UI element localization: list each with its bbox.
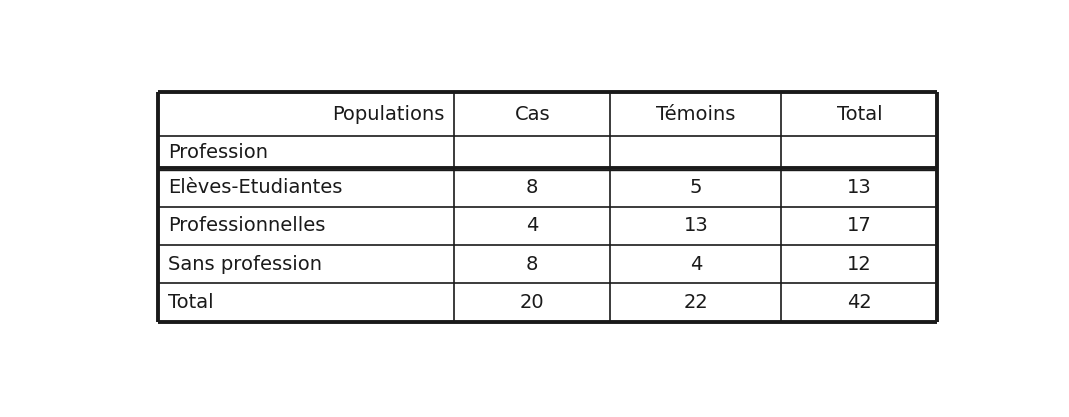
Text: 13: 13 xyxy=(683,216,708,236)
Text: 8: 8 xyxy=(526,178,539,197)
Text: 20: 20 xyxy=(520,293,544,312)
Text: Sans profession: Sans profession xyxy=(169,255,323,274)
Text: Total: Total xyxy=(169,293,214,312)
Text: Cas: Cas xyxy=(514,105,551,123)
Text: 12: 12 xyxy=(847,255,871,274)
Text: Professionnelles: Professionnelles xyxy=(169,216,326,236)
Text: 8: 8 xyxy=(526,255,539,274)
Text: 4: 4 xyxy=(690,255,702,274)
Text: Populations: Populations xyxy=(332,105,445,123)
Text: Profession: Profession xyxy=(169,143,268,162)
Text: Témoins: Témoins xyxy=(656,105,735,123)
Text: 13: 13 xyxy=(847,178,871,197)
Text: 22: 22 xyxy=(683,293,708,312)
Text: 4: 4 xyxy=(526,216,539,236)
Text: 42: 42 xyxy=(847,293,871,312)
Text: 5: 5 xyxy=(690,178,702,197)
Text: Total: Total xyxy=(837,105,882,123)
Text: 17: 17 xyxy=(847,216,871,236)
Text: Elèves-Etudiantes: Elèves-Etudiantes xyxy=(169,178,343,197)
